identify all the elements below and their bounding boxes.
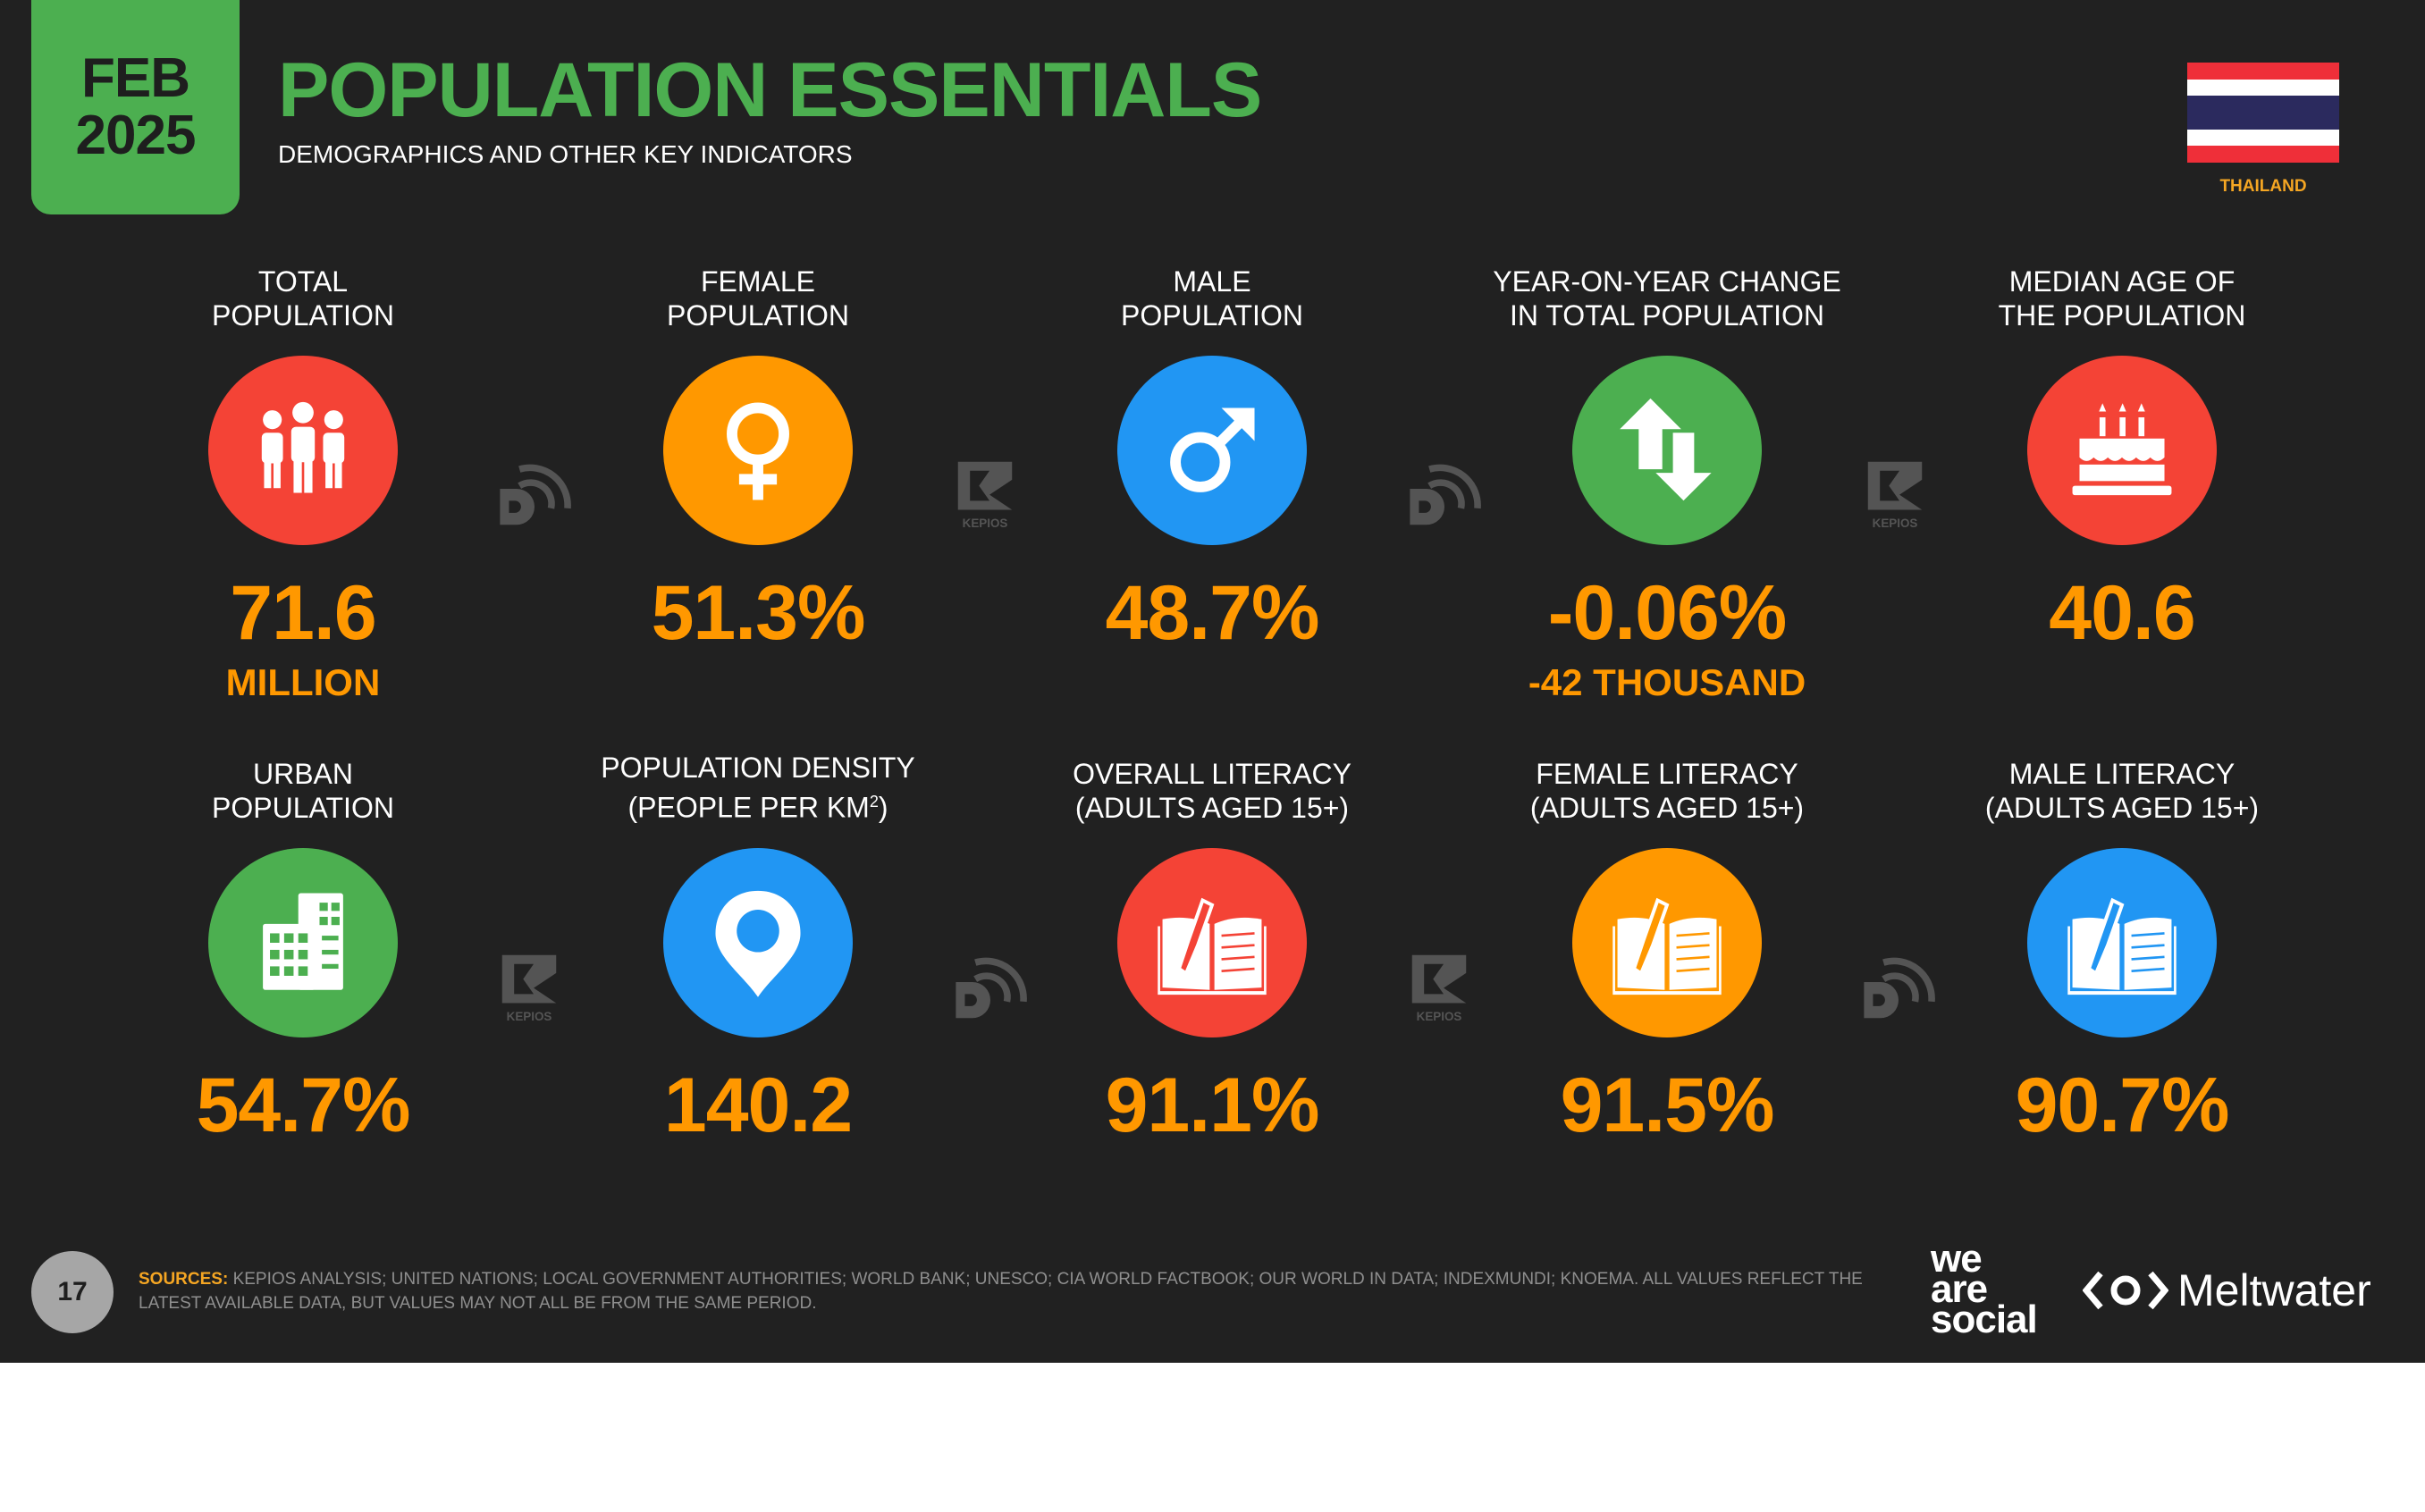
stat-label: POPULATION DENSITY (PEOPLE PER KM2)	[601, 752, 915, 824]
kepios-watermark-icon: KEPIOS	[1857, 456, 1932, 531]
svg-text:KEPIOS: KEPIOS	[507, 1010, 552, 1023]
datareportal-watermark-icon	[1861, 949, 1936, 1024]
stat-value: 48.7%	[1105, 570, 1320, 656]
kepios-watermark-icon: KEPIOS	[1402, 949, 1477, 1024]
buildings-icon	[208, 848, 398, 1037]
stat-value: 51.3%	[651, 570, 866, 656]
stat-sub-value: -42 THOUSAND	[1528, 661, 1806, 703]
stat-yoy-change: YEAR-ON-YEAR CHANGE IN TOTAL POPULATION -…	[1470, 265, 1864, 704]
svg-text:KEPIOS: KEPIOS	[1417, 1010, 1462, 1023]
kepios-watermark-icon: KEPIOS	[947, 456, 1023, 531]
birthday-cake-icon	[2027, 356, 2217, 545]
stat-label: MALE POPULATION	[1121, 265, 1303, 332]
datareportal-watermark-icon	[497, 456, 572, 531]
stat-total-population: TOTAL POPULATION 71.6 MILLION	[106, 265, 500, 704]
stat-value: 71.6	[230, 570, 376, 656]
sources-label: SOURCES:	[139, 1270, 229, 1289]
page-number: 17	[31, 1251, 114, 1333]
we-are-social-logo: we are social	[1931, 1237, 2038, 1341]
stat-value: 54.7%	[196, 1063, 411, 1148]
date-month: FEB	[81, 47, 190, 109]
svg-text:KEPIOS: KEPIOS	[1873, 517, 1918, 530]
stat-population-density: POPULATION DENSITY (PEOPLE PER KM2) 140.…	[561, 752, 955, 1150]
stat-urban-population: URBAN POPULATION 54.7%	[106, 757, 500, 1150]
stat-label: MALE LITERACY (ADULTS AGED 15+)	[1984, 758, 2260, 824]
date-year: 2025	[75, 105, 197, 166]
kepios-watermark-icon: KEPIOS	[492, 949, 567, 1024]
sources-text: KEPIOS ANALYSIS; UNITED NATIONS; LOCAL G…	[139, 1270, 1863, 1313]
meltwater-logo: Meltwater	[2083, 1264, 2371, 1316]
stat-label: YEAR-ON-YEAR CHANGE IN TOTAL POPULATION	[1493, 265, 1841, 332]
stat-value: -0.06%	[1547, 570, 1788, 656]
male-symbol-icon	[1117, 356, 1307, 545]
stat-female-literacy: FEMALE LITERACY (ADULTS AGED 15+) 91.5%	[1470, 757, 1864, 1150]
stat-overall-literacy: OVERALL LITERACY (ADULTS AGED 15+) 91.1%	[1015, 757, 1409, 1150]
blank-area	[0, 1363, 2425, 1512]
sources-note: SOURCES: KEPIOS ANALYSIS; UNITED NATIONS…	[139, 1267, 1882, 1315]
meltwater-mark-icon	[2083, 1271, 2168, 1310]
stat-value: 91.5%	[1560, 1063, 1775, 1148]
stat-median-age: MEDIAN AGE OF THE POPULATION 40.6	[1925, 265, 2319, 658]
people-icon	[208, 356, 398, 545]
stat-value: 140.2	[663, 1063, 853, 1148]
map-pin-icon	[663, 848, 853, 1037]
stat-value: 90.7%	[2015, 1063, 2230, 1148]
slide: FEB 2025 POPULATION ESSENTIALS DEMOGRAPH…	[0, 0, 2425, 1363]
date-badge: FEB 2025	[31, 0, 240, 214]
country-label: THAILAND	[2219, 177, 2307, 196]
stat-label: FEMALE POPULATION	[667, 265, 849, 332]
female-symbol-icon	[663, 356, 853, 545]
stat-label: FEMALE LITERACY (ADULTS AGED 15+)	[1529, 758, 1805, 824]
page-subtitle: DEMOGRAPHICS AND OTHER KEY INDICATORS	[278, 140, 853, 168]
stat-female-population: FEMALE POPULATION 51.3%	[561, 265, 955, 658]
stat-label: MEDIAN AGE OF THE POPULATION	[1998, 265, 2246, 332]
svg-text:KEPIOS: KEPIOS	[963, 517, 1008, 530]
page-title: POPULATION ESSENTIALS	[278, 47, 1262, 133]
stat-label: URBAN POPULATION	[212, 758, 394, 824]
datareportal-watermark-icon	[1407, 456, 1482, 531]
stat-value: 91.1%	[1105, 1063, 1320, 1148]
datareportal-watermark-icon	[953, 949, 1028, 1024]
thailand-flag-icon	[2187, 63, 2339, 163]
stat-label: OVERALL LITERACY (ADULTS AGED 15+)	[1073, 758, 1351, 824]
up-down-arrows-icon	[1572, 356, 1762, 545]
stat-label: TOTAL POPULATION	[212, 265, 394, 332]
stat-sub-value: MILLION	[225, 661, 381, 703]
stat-value: 40.6	[2049, 570, 2195, 656]
book-pencil-icon	[1117, 848, 1307, 1037]
book-pencil-icon	[1572, 848, 1762, 1037]
book-pencil-icon	[2027, 848, 2217, 1037]
stat-male-population: MALE POPULATION 48.7%	[1015, 265, 1409, 658]
stat-male-literacy: MALE LITERACY (ADULTS AGED 15+) 90.7%	[1925, 757, 2319, 1150]
